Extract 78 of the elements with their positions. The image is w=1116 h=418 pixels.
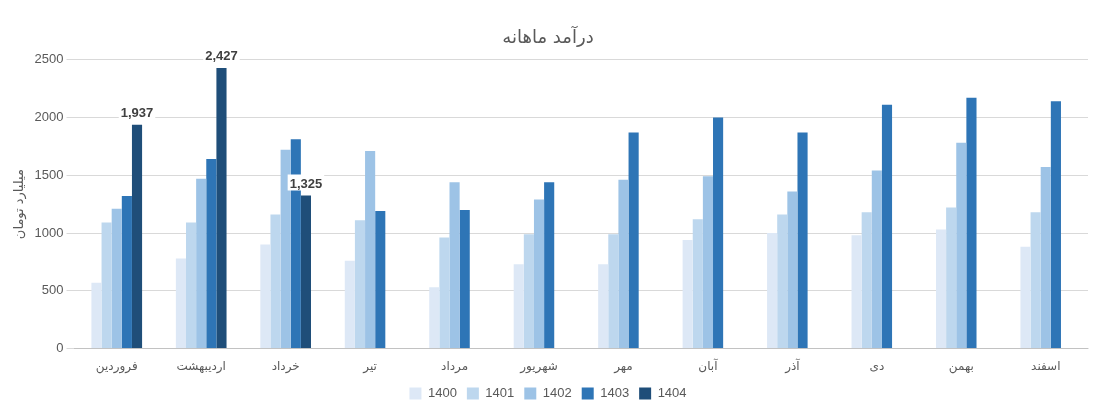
bar: [513, 264, 524, 349]
bar: [175, 258, 186, 349]
data-label: 2,427: [205, 48, 238, 64]
bar: [598, 264, 609, 349]
legend-label: 1403: [600, 385, 630, 401]
bar: [449, 182, 460, 349]
bar: [121, 196, 132, 349]
legend-label: 1404: [657, 385, 687, 401]
data-label: 1,325: [289, 175, 323, 191]
x-tick-label: فروردین: [95, 358, 138, 374]
legend-label: 1402: [542, 385, 572, 401]
x-tick-label: مهر: [613, 358, 633, 374]
x-tick-label: تیر: [362, 358, 377, 374]
x-tick-label: آبان: [698, 357, 719, 373]
bar: [713, 117, 724, 349]
bar: [1040, 167, 1051, 349]
bar: [692, 219, 703, 349]
y-tick-label: 1500: [34, 166, 64, 182]
bar: [935, 229, 947, 349]
bar: [260, 244, 271, 349]
bar: [365, 150, 376, 349]
bar: [186, 222, 197, 349]
bar: [787, 191, 798, 349]
chart-title: درآمد ماهانه: [502, 25, 594, 48]
bar: [966, 97, 977, 349]
x-tick-label: بهمن: [948, 358, 974, 374]
bar: [131, 124, 143, 349]
bar: [797, 132, 808, 349]
x-tick-label: اسفند: [1031, 358, 1061, 373]
bar: [544, 182, 555, 349]
y-tick-label: 1000: [34, 224, 64, 240]
y-axis-title: میلیارد تومان: [11, 169, 28, 240]
x-tick-label: آذر: [784, 357, 801, 374]
bar: [300, 195, 311, 349]
bar: [1030, 212, 1041, 349]
legend-label: 1401: [485, 385, 515, 401]
x-tick-label: دی: [869, 358, 885, 373]
y-tick-label: 2500: [34, 51, 64, 67]
bar: [459, 209, 470, 349]
y-tick-label: 0: [56, 340, 64, 356]
bar: [111, 208, 122, 349]
bar: [1020, 246, 1031, 349]
bar: [956, 142, 967, 349]
bar: [861, 212, 872, 349]
bar: [280, 149, 291, 349]
bar: [618, 179, 629, 349]
bar: [439, 237, 450, 349]
bar: [270, 214, 281, 349]
bar: [523, 234, 534, 349]
y-tick-label: 500: [41, 282, 64, 298]
bar: [196, 178, 207, 349]
bar: [216, 68, 227, 349]
bar: [206, 159, 217, 349]
legend-label: 1400: [427, 385, 457, 401]
data-label: 1,937: [120, 104, 154, 120]
bar: [91, 282, 102, 349]
bar: [682, 239, 693, 349]
bar: [881, 104, 893, 349]
x-tick-label: خرداد: [271, 358, 300, 374]
x-tick-label: اردیبهشت: [176, 358, 226, 374]
bar: [871, 170, 882, 349]
bar: [344, 260, 355, 349]
bar: [628, 132, 639, 349]
y-tick-label: 2000: [34, 108, 64, 124]
bar: [354, 220, 366, 349]
bar: [851, 235, 862, 349]
bar: [375, 211, 386, 349]
bar: [1050, 101, 1061, 349]
x-tick-label: شهریور: [519, 358, 558, 374]
bar: [777, 214, 788, 349]
x-tick-label: مرداد: [441, 358, 469, 374]
bar: [101, 222, 112, 349]
bar: [767, 233, 778, 349]
bar: [533, 199, 545, 349]
bar: [702, 176, 714, 349]
bar: [946, 207, 957, 349]
bar: [608, 234, 619, 349]
bar: [429, 287, 440, 349]
